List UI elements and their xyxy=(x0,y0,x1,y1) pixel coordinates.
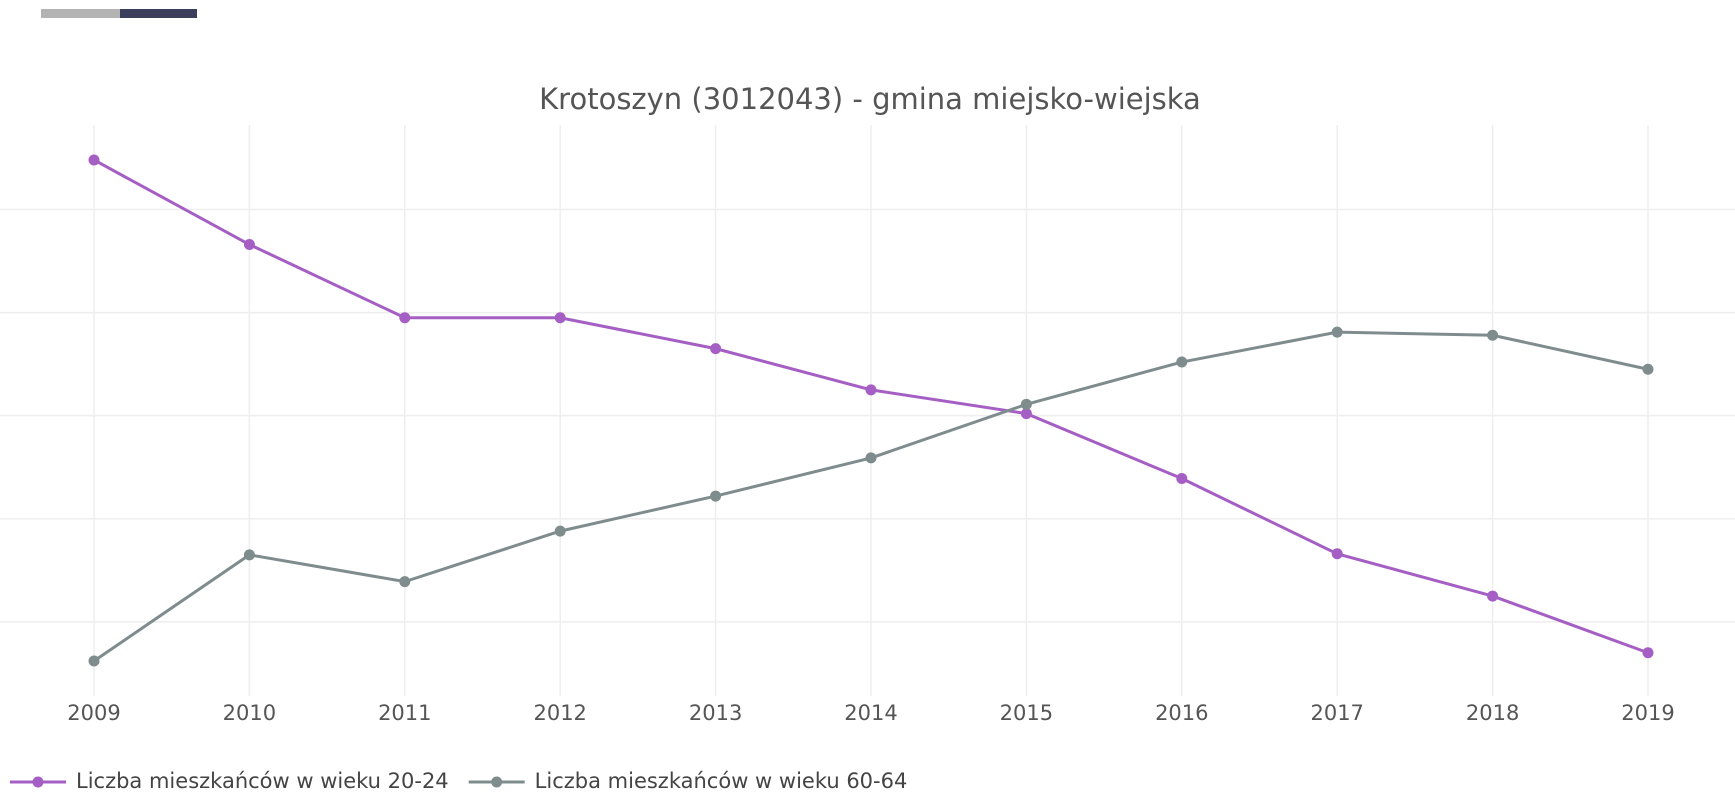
x-tick-label: 2018 xyxy=(1466,701,1519,725)
data-point xyxy=(1331,548,1343,560)
data-point xyxy=(399,576,411,588)
data-point xyxy=(1487,329,1499,341)
data-point xyxy=(710,490,722,502)
data-point xyxy=(1487,590,1499,602)
x-tick-label: 2010 xyxy=(223,701,276,725)
data-point xyxy=(1642,647,1654,659)
tab-indicator-active xyxy=(120,9,197,18)
data-point xyxy=(243,239,255,251)
x-tick-label: 2013 xyxy=(689,701,742,725)
legend-label: Liczba mieszkańców w wieku 20-24 xyxy=(76,769,449,793)
x-tick-label: 2014 xyxy=(844,701,897,725)
x-tick-label: 2015 xyxy=(1000,701,1053,725)
legend-label: Liczba mieszkańców w wieku 60-64 xyxy=(535,769,908,793)
x-tick-label: 2019 xyxy=(1621,701,1674,725)
data-point xyxy=(399,312,411,324)
data-point xyxy=(865,452,877,464)
x-tick-label: 2012 xyxy=(533,701,586,725)
data-point xyxy=(1020,408,1032,420)
x-tick-label: 2017 xyxy=(1310,701,1363,725)
data-point xyxy=(243,549,255,561)
data-point xyxy=(710,343,722,355)
data-point xyxy=(1176,473,1188,485)
legend-marker xyxy=(32,776,44,788)
tab-indicator xyxy=(41,9,120,18)
x-tick-label: 2009 xyxy=(67,701,120,725)
legend-marker xyxy=(491,776,503,788)
data-point xyxy=(88,154,100,166)
data-point xyxy=(865,384,877,396)
data-point xyxy=(1642,363,1654,375)
data-point xyxy=(1176,356,1188,368)
x-tick-label: 2016 xyxy=(1155,701,1208,725)
data-point xyxy=(1020,398,1032,410)
chart-title: Krotoszyn (3012043) - gmina miejsko-wiej… xyxy=(539,82,1201,116)
data-point xyxy=(554,525,566,537)
x-tick-label: 2011 xyxy=(378,701,431,725)
data-point xyxy=(554,312,566,324)
data-point xyxy=(1331,326,1343,338)
data-point xyxy=(88,655,100,667)
